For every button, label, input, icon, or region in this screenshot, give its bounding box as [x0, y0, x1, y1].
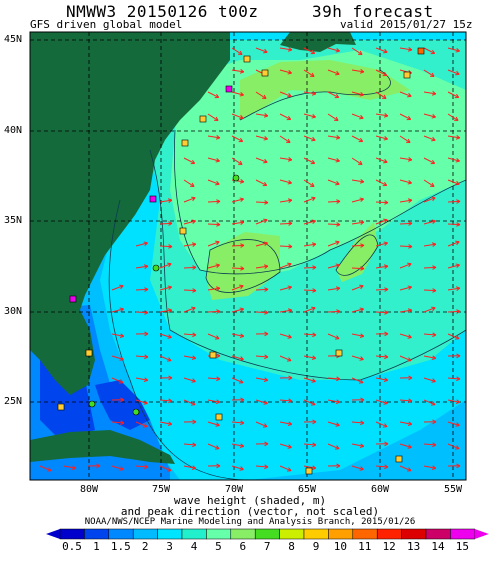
- peak-direction-vectors: [39, 47, 461, 472]
- lat-label-45n: 45N: [4, 34, 23, 45]
- legend-tick-label: 12: [382, 540, 396, 553]
- forecast-hour: 39h forecast: [312, 2, 434, 21]
- legend-cell: [230, 528, 256, 540]
- legend-tick-label: 6: [239, 540, 247, 553]
- legend-tick-label: 11: [358, 540, 372, 553]
- legend-cell: [425, 528, 451, 540]
- map-title: NMWW3 20150126 t00z: [66, 2, 259, 21]
- caption-wave-height: wave height (shaded, m): [173, 494, 327, 507]
- legend-cell: [450, 528, 476, 540]
- lat-label-25n: 25N: [4, 396, 23, 407]
- legend-tick-label: 7: [263, 540, 271, 553]
- lat-label-30n: 30N: [4, 306, 23, 317]
- legend-cell: [352, 528, 378, 540]
- lon-label-70w: 70W: [225, 484, 244, 495]
- lon-label-80w: 80W: [80, 484, 99, 495]
- legend-cell: [376, 528, 402, 540]
- legend-cell: [206, 528, 232, 540]
- legend-tick-label: 13: [406, 540, 421, 553]
- wave-6m-central: [206, 232, 280, 300]
- color-legend-bar: [46, 528, 489, 540]
- lat-label-35n: 35N: [4, 215, 23, 226]
- buoy-markers: [57, 47, 425, 475]
- legend-tick-label: 3: [166, 540, 173, 553]
- legend-cell: [84, 528, 110, 540]
- legend-tick-label: 9: [312, 540, 320, 553]
- wave-map: [29, 31, 467, 481]
- agency-credit: NOAA/NWS/NCEP Marine Modeling and Analys…: [84, 517, 416, 527]
- wave-6m-north: [240, 60, 410, 120]
- north-america-land: [30, 32, 230, 395]
- legend-tick-label: 10: [333, 540, 348, 553]
- legend-arrow-left: [46, 529, 60, 539]
- legend-tick-label: 1.5: [110, 540, 131, 553]
- lon-label-75w: 75W: [152, 484, 171, 495]
- legend-cell: [108, 528, 134, 540]
- legend-cell: [157, 528, 183, 540]
- legend-cell: [401, 528, 427, 540]
- legend-cell: [254, 528, 280, 540]
- lat-label-40n: 40N: [4, 125, 23, 136]
- lon-label-65w: 65W: [298, 484, 317, 495]
- legend-tick-label: 0.5: [62, 540, 82, 553]
- legend-tick-label: 2: [141, 540, 149, 553]
- nova-scotia-land: [280, 32, 356, 52]
- legend-tick-label: 8: [288, 540, 295, 553]
- cuba-land: [30, 430, 175, 464]
- legend-cell: [328, 528, 354, 540]
- legend-arrow-right: [474, 529, 489, 539]
- graticule: [30, 32, 466, 480]
- legend-tick-label: 4: [190, 540, 198, 553]
- legend-cell: [181, 528, 207, 540]
- legend-tick-label: 15: [455, 540, 470, 553]
- bahamas-shallow: [95, 380, 150, 430]
- legend-tick-label: 14: [431, 540, 445, 553]
- legend-cell: [279, 528, 305, 540]
- lon-label-55w: 55W: [444, 484, 463, 495]
- legend-cell: [132, 528, 158, 540]
- map-frame: [29, 31, 467, 481]
- lon-label-60w: 60W: [371, 484, 390, 495]
- model-label: GFS driven global model: [30, 18, 183, 31]
- legend-cell: [303, 528, 329, 540]
- caption-peak-direction: and peak direction (vector, not scaled): [120, 505, 380, 518]
- legend-cell: [59, 528, 85, 540]
- wave-6m-east: [336, 222, 378, 282]
- valid-time: valid 2015/01/27 15z: [340, 18, 473, 31]
- legend-tick-label: 1: [93, 540, 100, 553]
- legend-tick-label: 5: [215, 540, 222, 553]
